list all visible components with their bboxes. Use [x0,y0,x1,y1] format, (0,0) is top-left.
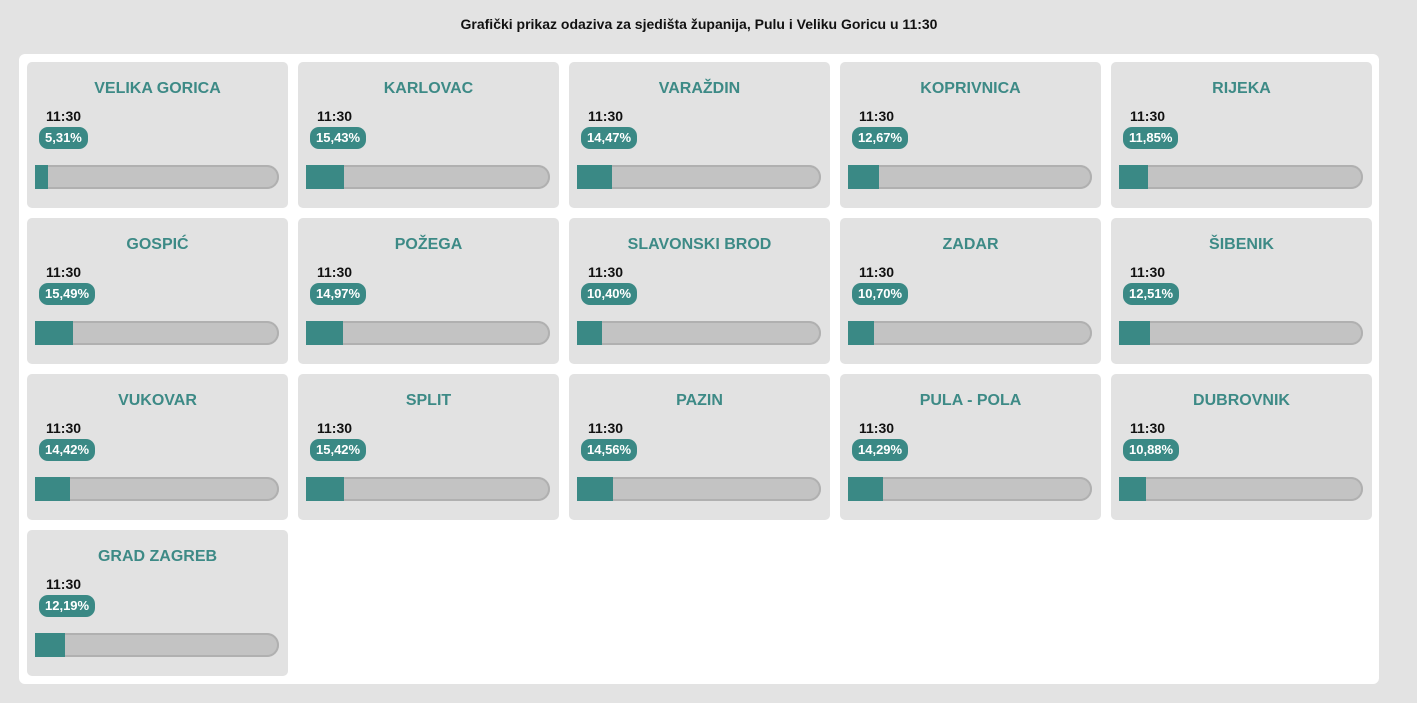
turnout-progress-fill [35,633,65,657]
city-name: SPLIT [405,392,452,409]
turnout-percent-badge: 11,85% [1123,127,1179,149]
turnout-percent-badge: 14,29% [852,439,909,461]
city-card: VUKOVAR 11:30 14,42% [27,374,288,520]
turnout-progress-fill [577,165,613,189]
turnout-progress-bar [1119,165,1363,189]
turnout-progress-bar [577,165,821,189]
city-name: ZADAR [942,236,999,253]
city-name: ŠIBENIK [1209,236,1274,253]
turnout-progress-fill [35,165,48,189]
city-name: KOPRIVNICA [920,80,1021,97]
city-card: GOSPIĆ 11:30 15,49% [27,218,288,364]
turnout-progress-fill [848,477,883,501]
turnout-progress-fill [577,321,603,345]
turnout-progress-fill [306,165,344,189]
turnout-progress-bar [35,633,279,657]
turnout-percent-badge: 12,67% [852,127,909,149]
time-label: 11:30 [317,108,353,124]
turnout-progress-bar [848,321,1092,345]
turnout-percent-badge: 10,40% [581,283,638,305]
turnout-progress-bar [306,321,550,345]
city-card: KOPRIVNICA 11:30 12,67% [840,62,1101,208]
city-name: PAZIN [676,392,723,409]
time-label: 11:30 [46,108,82,124]
time-label: 11:30 [588,108,624,124]
city-name: POŽEGA [394,236,463,253]
turnout-progress-bar [848,165,1092,189]
city-name: DUBROVNIK [1193,392,1290,409]
time-label: 11:30 [859,108,895,124]
turnout-percent-badge: 14,56% [581,439,638,461]
turnout-progress-bar [35,321,279,345]
turnout-progress-bar [577,321,821,345]
turnout-percent-badge: 14,42% [39,439,96,461]
city-card: VELIKA GORICA 11:30 5,31% [27,62,288,208]
city-card: VARAŽDIN 11:30 14,47% [569,62,830,208]
turnout-percent-badge: 14,97% [310,283,367,305]
turnout-progress-fill [306,321,343,345]
turnout-progress-bar [306,477,550,501]
turnout-percent-badge: 12,19% [39,595,96,617]
city-card: POŽEGA 11:30 14,97% [298,218,559,364]
city-card: RIJEKA 11:30 11,85% [1111,62,1372,208]
city-name: VELIKA GORICA [94,80,221,97]
city-card: ŠIBENIK 11:30 12,51% [1111,218,1372,364]
turnout-progress-fill [1119,321,1150,345]
time-label: 11:30 [46,420,82,436]
city-card: PULA - POLA 11:30 14,29% [840,374,1101,520]
city-card: PAZIN 11:30 14,56% [569,374,830,520]
turnout-percent-badge: 5,31% [39,127,88,149]
turnout-percent-badge: 10,88% [1123,439,1180,461]
turnout-progress-fill [1119,165,1148,189]
city-name: PULA - POLA [919,392,1022,409]
city-name: SLAVONSKI BROD [627,236,772,253]
time-label: 11:30 [588,420,624,436]
city-card: GRAD ZAGREB 11:30 12,19% [27,530,288,676]
city-name: VARAŽDIN [658,80,741,97]
turnout-percent-badge: 15,49% [39,283,96,305]
turnout-percent-badge: 14,47% [581,127,638,149]
turnout-progress-fill [848,165,879,189]
city-card: KARLOVAC 11:30 15,43% [298,62,559,208]
time-label: 11:30 [317,420,353,436]
turnout-progress-bar [1119,477,1363,501]
time-label: 11:30 [588,264,624,280]
time-label: 11:30 [859,420,895,436]
turnout-progress-bar [1119,321,1363,345]
turnout-percent-badge: 15,43% [310,127,367,149]
page-title: Grafički prikaz odaziva za sjedišta župa… [460,16,938,32]
turnout-progress-fill [35,321,73,345]
turnout-percent-badge: 15,42% [310,439,367,461]
time-label: 11:30 [1130,264,1166,280]
turnout-progress-fill [1119,477,1146,501]
city-card: SLAVONSKI BROD 11:30 10,40% [569,218,830,364]
turnout-progress-bar [848,477,1092,501]
city-name: GOSPIĆ [126,236,189,253]
time-label: 11:30 [1130,108,1166,124]
turnout-progress-fill [35,477,71,501]
time-label: 11:30 [317,264,353,280]
turnout-progress-fill [577,477,613,501]
turnout-panel: VELIKA GORICA 11:30 5,31% KARLOVAC 11:30 15,4… [19,54,1379,684]
turnout-percent-badge: 12,51% [1123,283,1180,305]
time-label: 11:30 [46,264,82,280]
turnout-progress-fill [306,477,344,501]
city-card: ZADAR 11:30 10,70% [840,218,1101,364]
city-cards-grid: VELIKA GORICA 11:30 5,31% KARLOVAC 11:30 15,4… [27,62,1372,676]
turnout-progress-bar [35,165,279,189]
turnout-progress-bar [577,477,821,501]
city-card: SPLIT 11:30 15,42% [298,374,559,520]
time-label: 11:30 [1130,420,1166,436]
city-name: RIJEKA [1212,80,1271,97]
time-label: 11:30 [46,576,82,592]
city-card: DUBROVNIK 11:30 10,88% [1111,374,1372,520]
time-label: 11:30 [859,264,895,280]
city-name: GRAD ZAGREB [97,548,218,565]
turnout-percent-badge: 10,70% [852,283,909,305]
city-name: KARLOVAC [383,80,474,97]
city-name: VUKOVAR [118,392,197,409]
turnout-progress-bar [35,477,279,501]
turnout-progress-bar [306,165,550,189]
turnout-progress-fill [848,321,875,345]
